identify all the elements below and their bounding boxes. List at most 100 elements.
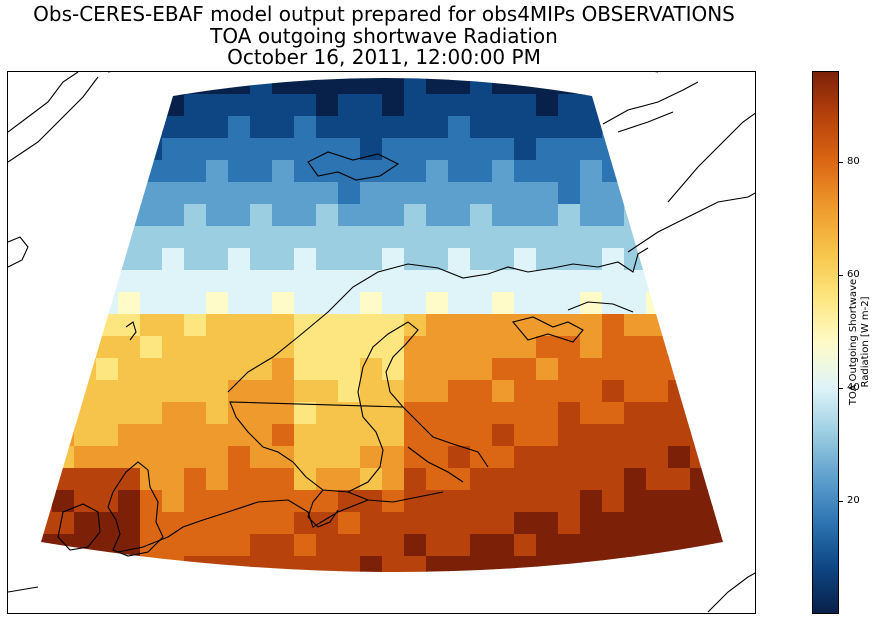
grid-cell xyxy=(690,534,713,557)
grid-cell xyxy=(382,248,405,271)
coastline-denmark xyxy=(307,489,339,528)
grid-cell xyxy=(52,160,75,183)
grid-cell xyxy=(8,380,31,403)
grid-cell xyxy=(470,490,493,513)
grid-cell xyxy=(52,402,75,425)
grid-cell xyxy=(646,402,669,425)
grid-cell xyxy=(712,556,723,572)
grid-cell xyxy=(690,490,713,513)
grid-cell xyxy=(624,380,647,403)
grid-cell xyxy=(448,402,471,425)
grid-cell xyxy=(338,248,361,271)
grid-cell xyxy=(580,138,603,161)
grid-cell xyxy=(118,490,141,513)
grid-cell xyxy=(118,248,141,271)
grid-cell xyxy=(52,380,75,403)
grid-cell xyxy=(41,292,53,315)
grid-cell xyxy=(272,138,295,161)
grid-cell xyxy=(536,160,559,183)
grid-cell xyxy=(41,534,53,557)
grid-cell xyxy=(470,600,493,614)
coastline-scandinavia xyxy=(227,247,649,493)
grid-cell xyxy=(272,226,295,249)
grid-cell xyxy=(558,402,581,425)
grid-cell xyxy=(338,94,361,117)
grid-cell xyxy=(140,512,163,535)
grid-cell xyxy=(668,446,691,469)
grid-cell xyxy=(712,78,723,95)
grid-cell xyxy=(162,78,185,95)
grid-cell xyxy=(514,160,537,183)
grid-cell xyxy=(492,424,515,447)
grid-cell xyxy=(228,446,251,469)
grid-cell xyxy=(184,78,207,95)
grid-cell xyxy=(206,534,229,557)
grid-cell xyxy=(74,358,97,381)
grid-cell xyxy=(580,314,603,337)
grid-cell xyxy=(8,270,31,293)
grid-cell xyxy=(690,182,713,205)
grid-cell xyxy=(96,358,119,381)
grid-cell xyxy=(30,578,53,601)
grid-cell xyxy=(646,270,669,293)
grid-cell xyxy=(602,116,625,139)
grid-cell xyxy=(360,270,383,293)
grid-cell xyxy=(162,116,185,139)
grid-cell xyxy=(690,424,713,447)
grid-cell xyxy=(558,270,581,293)
grid-cell xyxy=(580,402,603,425)
grid-cell xyxy=(712,292,723,315)
colorbar-tick-60: 60 xyxy=(839,269,871,280)
grid-cell xyxy=(690,204,713,227)
grid-cell xyxy=(558,204,581,227)
grid-cell xyxy=(228,358,251,381)
grid-cell xyxy=(74,600,97,614)
grid-cell xyxy=(514,182,537,205)
grid-cell xyxy=(734,358,756,381)
grid-cell xyxy=(228,160,251,183)
grid-cell xyxy=(41,116,53,139)
grid-cell xyxy=(690,578,713,601)
grid-cell xyxy=(536,468,559,491)
grid-cell xyxy=(734,226,756,249)
grid-cell xyxy=(492,314,515,337)
grid-cell xyxy=(96,336,119,359)
grid-cell xyxy=(602,490,625,513)
grid-cell xyxy=(316,578,339,601)
grid-cell xyxy=(316,600,339,614)
grid-cell xyxy=(404,512,427,535)
grid-cell xyxy=(492,116,515,139)
grid-cell xyxy=(96,446,119,469)
grid-cell xyxy=(140,358,163,381)
grid-cell xyxy=(558,292,581,315)
grid-cell xyxy=(206,182,229,205)
grid-cell xyxy=(690,402,713,425)
grid-cell xyxy=(492,204,515,227)
grid-cell xyxy=(294,336,317,359)
grid-cell xyxy=(96,138,119,161)
grid-cell xyxy=(140,336,163,359)
grid-cell xyxy=(41,402,53,425)
grid-cell xyxy=(492,270,515,293)
grid-cell xyxy=(514,138,537,161)
grid-cell xyxy=(492,534,515,557)
grid-cell xyxy=(470,358,493,381)
grid-cell xyxy=(41,226,53,249)
grid-cell xyxy=(580,94,603,117)
grid-cell xyxy=(492,556,515,572)
grid-cell xyxy=(646,336,669,359)
grid-cell xyxy=(228,314,251,337)
grid-cell xyxy=(52,204,75,227)
grid-cell xyxy=(624,534,647,557)
grid-cell xyxy=(712,402,723,425)
grid-cell xyxy=(404,600,427,614)
grid-cell xyxy=(734,600,756,614)
grid-cell xyxy=(360,490,383,513)
grid-cell xyxy=(404,94,427,117)
grid-cell xyxy=(492,138,515,161)
grid-cell xyxy=(184,446,207,469)
grid-cell xyxy=(162,490,185,513)
grid-cell xyxy=(52,512,75,535)
grid-cell xyxy=(382,578,405,601)
grid-cell xyxy=(338,292,361,315)
